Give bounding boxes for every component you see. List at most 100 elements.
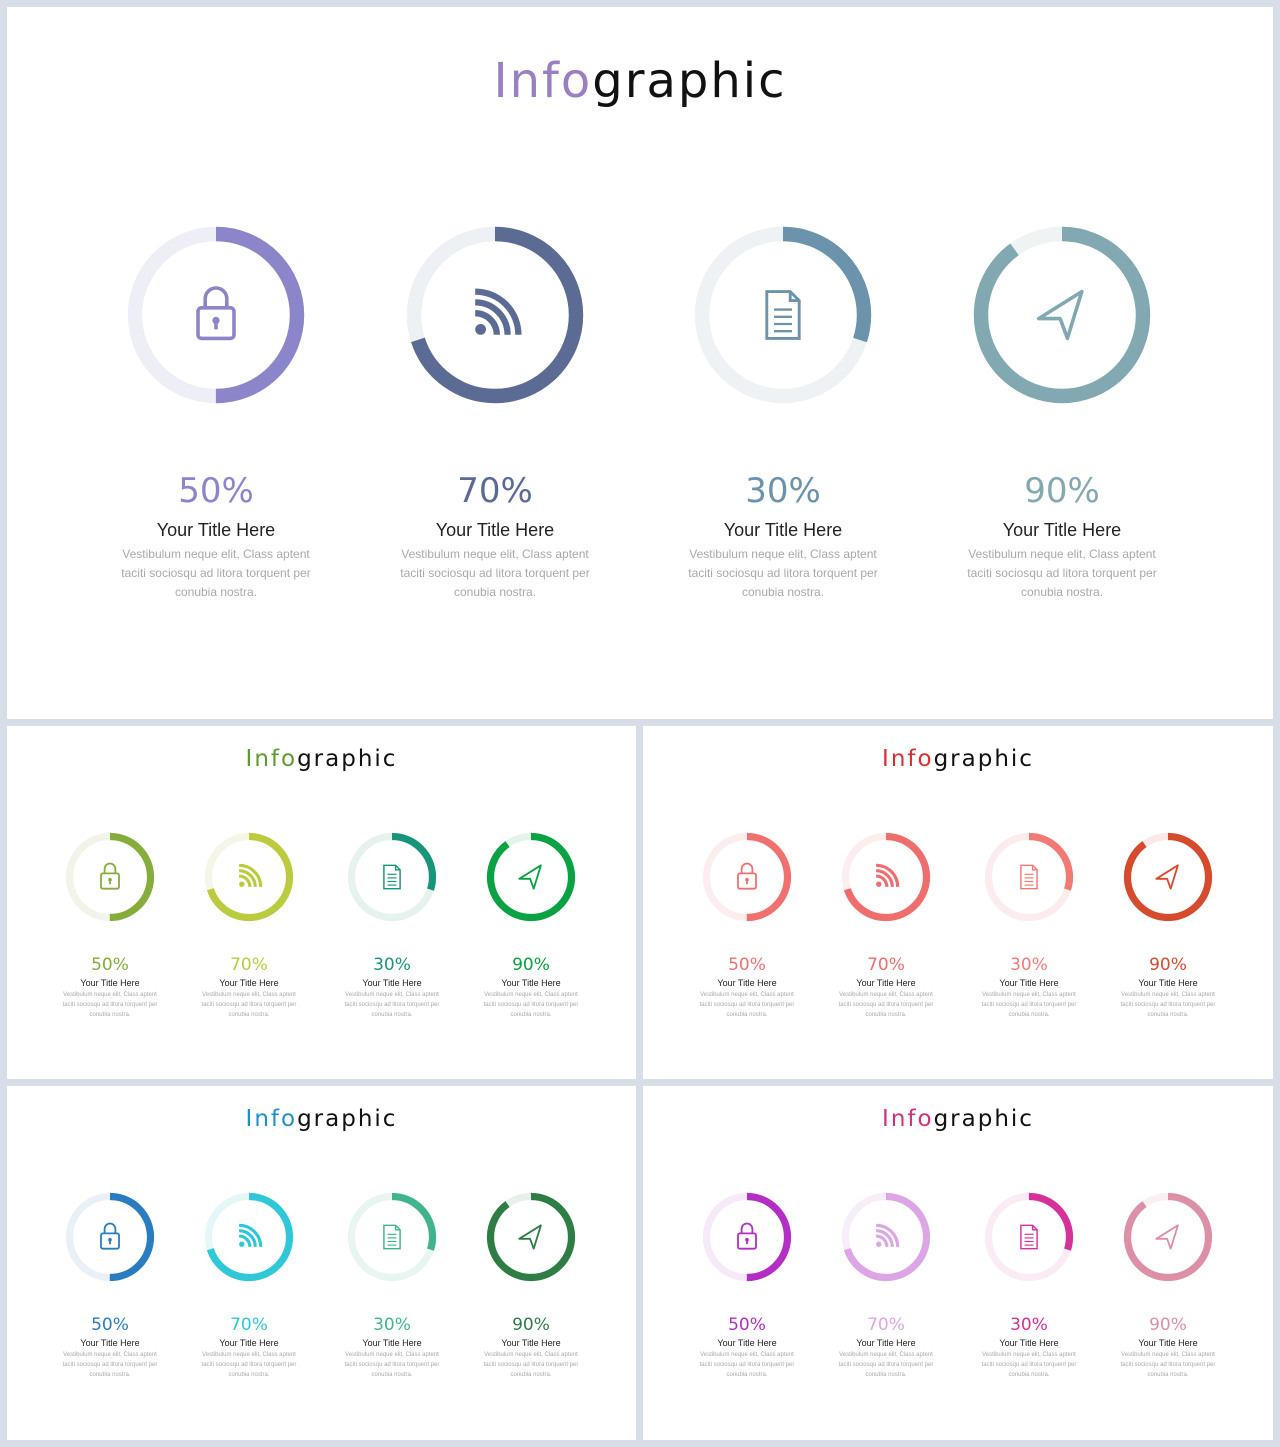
metric-item-navigation: 90% Your Title Here Vestibulum neque eli… (1103, 1192, 1233, 1380)
item-title: Your Title Here (717, 1338, 777, 1348)
item-title: Your Title Here (362, 978, 422, 988)
metric-item-document: 30% Your Title Here Vestibulum neque eli… (653, 225, 913, 602)
title-rest: graphic (297, 746, 398, 772)
metric-item-document: 30% Your Title Here Vestibulum neque eli… (327, 832, 457, 1020)
navigation-arrow-icon (518, 1224, 542, 1250)
progress-ring (973, 226, 1151, 404)
item-description: Vestibulum neque elit, Class aptent taci… (981, 1352, 1077, 1378)
ring-progress-arc (1123, 832, 1213, 922)
item-title: Your Title Here (1138, 978, 1198, 988)
title-rest: graphic (933, 746, 1034, 772)
percent-label: 90% (1024, 471, 1100, 511)
item-title: Your Title Here (501, 1338, 561, 1348)
item-title: Your Title Here (501, 978, 561, 988)
progress-ring (702, 1192, 792, 1282)
progress-ring (841, 832, 931, 922)
item-description: Vestibulum neque elit, Class aptent taci… (201, 992, 297, 1018)
percent-label: 30% (1010, 955, 1048, 975)
navigation-arrow-icon (1155, 864, 1179, 890)
metric-item-rss: 70% Your Title Here Vestibulum neque eli… (821, 832, 951, 1020)
ring-progress-arc (204, 832, 294, 922)
ring-progress-arc (702, 832, 792, 922)
progress-ring (984, 1192, 1074, 1282)
ring-progress-arc (65, 1192, 155, 1282)
progress-ring (694, 226, 872, 404)
lock-icon (737, 862, 757, 890)
slide-green: Infographic 50% Your Title Here Vestibul… (7, 726, 636, 1079)
item-description: Vestibulum neque elit, Class aptent taci… (483, 992, 579, 1018)
navigation-arrow-icon (1036, 289, 1084, 341)
progress-ring (1123, 1192, 1213, 1282)
item-description: Vestibulum neque elit, Class aptent taci… (1120, 992, 1216, 1018)
item-title: Your Title Here (156, 520, 276, 540)
percent-label: 90% (1149, 1315, 1187, 1335)
rss-icon (238, 1223, 263, 1248)
ring-progress-arc (984, 832, 1074, 922)
ring-progress-arc (347, 1192, 437, 1282)
navigation-arrow-icon (518, 864, 542, 890)
item-description: Vestibulum neque elit, Class aptent taci… (483, 1352, 579, 1378)
item-description: Vestibulum neque elit, Class aptent taci… (201, 1352, 297, 1378)
progress-ring (204, 1192, 294, 1282)
metric-item-lock: 50% Your Title Here Vestibulum neque eli… (45, 1192, 175, 1380)
metric-item-rss: 70% Your Title Here Vestibulum neque eli… (821, 1192, 951, 1380)
lock-icon (100, 1222, 120, 1250)
item-description: Vestibulum neque elit, Class aptent taci… (62, 992, 158, 1018)
progress-ring (65, 1192, 155, 1282)
item-title: Your Title Here (435, 520, 555, 540)
item-description: Vestibulum neque elit, Class aptent taci… (344, 1352, 440, 1378)
percent-label: 90% (1149, 955, 1187, 975)
title-rest: graphic (297, 1106, 398, 1132)
percent-label: 50% (728, 955, 766, 975)
percent-label: 90% (512, 955, 550, 975)
title-accent: Info (493, 53, 593, 109)
ring-progress-arc (973, 226, 1151, 404)
percent-label: 50% (91, 1315, 129, 1335)
metric-item-rss: 70% Your Title Here Vestibulum neque eli… (184, 832, 314, 1020)
percent-label: 70% (867, 955, 905, 975)
ring-progress-arc (841, 1192, 931, 1282)
item-title: Your Title Here (1138, 1338, 1198, 1348)
title-accent: Info (882, 746, 934, 772)
progress-ring (486, 1192, 576, 1282)
title-rest: graphic (933, 1106, 1034, 1132)
slide-title: Infographic (643, 746, 1273, 772)
metric-item-document: 30% Your Title Here Vestibulum neque eli… (964, 1192, 1094, 1380)
document-icon (1020, 864, 1038, 890)
ring-progress-arc (702, 1192, 792, 1282)
ring-progress-arc (1123, 1192, 1213, 1282)
document-icon (383, 1224, 401, 1250)
metric-item-lock: 50% Your Title Here Vestibulum neque eli… (86, 225, 346, 602)
metric-item-navigation: 90% Your Title Here Vestibulum neque eli… (1103, 832, 1233, 1020)
title-accent: Info (245, 1106, 298, 1132)
item-description: Vestibulum neque elit, Class aptent taci… (838, 1352, 934, 1378)
title-accent: Info (882, 1106, 934, 1132)
item-description: Vestibulum neque elit, Class aptent taci… (699, 992, 795, 1018)
slide-title: Infographic (643, 1106, 1273, 1132)
metric-item-lock: 50% Your Title Here Vestibulum neque eli… (682, 1192, 812, 1380)
lock-icon (196, 286, 236, 341)
metric-item-navigation: 90% Your Title Here Vestibulum neque eli… (466, 832, 596, 1020)
slide-magenta: Infographic 50% Your Title Here Vestibul… (643, 1086, 1273, 1440)
item-description: Vestibulum neque elit, Class aptent taci… (344, 992, 440, 1018)
item-description: Vestibulum neque elit, Class aptent taci… (981, 992, 1077, 1018)
item-title: Your Title Here (1002, 520, 1122, 540)
title-rest: graphic (592, 53, 787, 109)
item-title: Your Title Here (856, 1338, 916, 1348)
document-icon (383, 864, 401, 890)
ring-progress-arc (694, 226, 872, 404)
navigation-arrow-icon (1155, 1224, 1179, 1250)
slide-blue: Infographic 50% Your Title Here Vestibul… (7, 1086, 636, 1440)
progress-ring (486, 832, 576, 922)
percent-label: 50% (728, 1315, 766, 1335)
progress-ring (702, 832, 792, 922)
ring-progress-arc (984, 1192, 1074, 1282)
metric-item-lock: 50% Your Title Here Vestibulum neque eli… (682, 832, 812, 1020)
item-title: Your Title Here (219, 978, 279, 988)
item-title: Your Title Here (717, 978, 777, 988)
slide-red: Infographic 50% Your Title Here Vestibul… (643, 726, 1273, 1079)
progress-ring (204, 832, 294, 922)
item-title: Your Title Here (362, 1338, 422, 1348)
document-icon (765, 290, 801, 340)
ring-progress-arc (486, 1192, 576, 1282)
